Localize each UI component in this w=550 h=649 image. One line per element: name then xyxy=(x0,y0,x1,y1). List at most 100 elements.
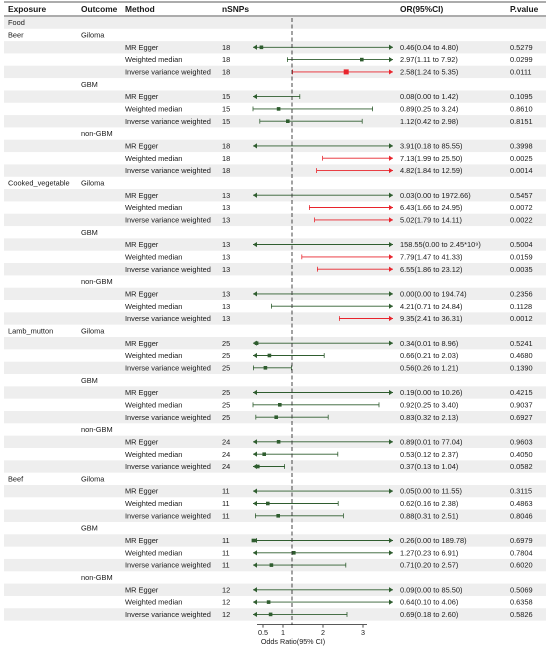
nsnps-value: 11 xyxy=(222,548,230,557)
ci-arrow-right xyxy=(389,550,393,556)
p-value: 0.5069 xyxy=(510,585,533,594)
ci-arrow-right xyxy=(389,44,393,50)
or-ci-text: 7.13(1.99 to 25.50) xyxy=(400,154,462,163)
p-value: 0.3998 xyxy=(510,142,533,151)
point-estimate xyxy=(266,501,270,506)
nsnps-value: 18 xyxy=(222,142,230,151)
ci-arrow-left xyxy=(253,389,257,396)
method-label: MR Egger xyxy=(125,142,159,151)
p-value: 0.6979 xyxy=(510,536,533,545)
row-band xyxy=(4,65,546,79)
or-ci-text: 0.71(0.20 to 2.57) xyxy=(400,561,458,570)
or-ci-text: 0.56(0.26 to 1.21) xyxy=(400,363,458,372)
point-estimate xyxy=(262,452,266,456)
outcome-label: GBM xyxy=(81,80,98,89)
ci-arrow-left xyxy=(253,44,257,50)
method-label: Weighted median xyxy=(125,351,182,360)
p-value: 0.4215 xyxy=(510,388,533,397)
p-value: 0.5279 xyxy=(510,43,533,52)
ci-arrow-right xyxy=(389,439,393,445)
nsnps-value: 24 xyxy=(222,462,230,471)
outcome-label: Giloma xyxy=(81,31,105,40)
nsnps-value: 13 xyxy=(222,203,230,212)
point-estimate xyxy=(266,600,271,604)
ci-arrow-right xyxy=(389,69,393,75)
nsnps-value: 18 xyxy=(222,166,230,175)
exposure-label: Cooked_vegetable xyxy=(8,178,70,187)
or-ci-text: 0.69(0.18 to 2.60) xyxy=(400,610,458,619)
p-value: 0.8610 xyxy=(510,105,533,114)
point-estimate xyxy=(254,341,259,345)
nsnps-value: 13 xyxy=(222,240,230,249)
x-tick-label: 2 xyxy=(321,628,325,637)
p-value: 0.0072 xyxy=(510,203,533,212)
or-ci-text: 2.58(1.24 to 5.35) xyxy=(400,68,458,77)
nsnps-value: 13 xyxy=(222,289,230,298)
forest-marks xyxy=(251,18,393,625)
method-label: MR Egger xyxy=(125,240,159,249)
point-estimate xyxy=(269,563,274,567)
ci-arrow-right xyxy=(389,155,393,161)
method-label: MR Egger xyxy=(125,437,159,446)
nsnps-value: 15 xyxy=(222,92,230,101)
row-band xyxy=(4,312,546,325)
ci-arrow-left xyxy=(253,451,257,457)
or-ci-text: 0.09(0.00 to 85.50) xyxy=(400,585,462,594)
nsnps-value: 18 xyxy=(222,43,230,52)
nsnps-value: 25 xyxy=(222,339,230,348)
exposure-label: Beef xyxy=(8,474,24,483)
nsnps-value: 11 xyxy=(222,487,230,496)
point-estimate xyxy=(268,612,273,617)
p-value: 0.6358 xyxy=(510,598,533,607)
point-estimate xyxy=(276,440,281,444)
point-estimate xyxy=(251,538,256,543)
or-ci-text: 2.97(1.11 to 7.92) xyxy=(400,55,458,64)
nsnps-value: 25 xyxy=(222,363,230,372)
ci-arrow-left xyxy=(253,93,257,100)
p-value: 0.1390 xyxy=(510,363,533,372)
p-value: 0.3115 xyxy=(510,487,532,496)
outcome-label: non-GBM xyxy=(81,425,113,434)
ci-arrow-right xyxy=(389,167,393,174)
nsnps-value: 11 xyxy=(222,561,230,570)
p-value: 0.0022 xyxy=(510,215,533,224)
method-label: Weighted median xyxy=(125,105,182,114)
ci-arrow-right xyxy=(389,254,393,260)
ci-arrow-left xyxy=(253,352,257,359)
nsnps-value: 24 xyxy=(222,450,230,459)
or-ci-text: 0.53(0.12 to 2.37) xyxy=(400,450,458,459)
nsnps-value: 12 xyxy=(222,585,230,594)
ci-arrow-left xyxy=(253,550,257,556)
header-method: Method xyxy=(125,4,155,14)
ci-arrow-left xyxy=(253,587,257,593)
ci-arrow-right xyxy=(389,266,393,272)
nsnps-value: 13 xyxy=(222,314,230,323)
or-ci-text: 0.19(0.00 to 10.26) xyxy=(400,388,462,397)
point-estimate xyxy=(274,415,278,419)
nsnps-value: 12 xyxy=(222,598,230,607)
ci-arrow-right xyxy=(389,340,393,346)
ci-arrow-right xyxy=(389,143,393,149)
method-label: Inverse variance weighted xyxy=(125,68,211,77)
row-band xyxy=(4,263,546,276)
method-label: MR Egger xyxy=(125,191,159,200)
ci-arrow-right xyxy=(389,587,393,593)
nsnps-value: 11 xyxy=(222,536,230,545)
or-ci-text: 0.03(0.00 to 1972.66) xyxy=(400,191,471,200)
or-ci-text: 5.02(1.79 to 14.11) xyxy=(400,215,462,224)
outcome-label: non-GBM xyxy=(81,573,113,582)
or-ci-text: 1.12(0.42 to 2.98) xyxy=(400,117,458,126)
ci-arrow-left xyxy=(253,241,257,248)
p-value: 0.0014 xyxy=(510,166,533,175)
point-estimate xyxy=(360,57,364,62)
p-value: 0.6020 xyxy=(510,561,533,570)
point-estimate xyxy=(292,551,296,555)
p-value: 0.0035 xyxy=(510,265,533,274)
ci-arrow-left xyxy=(253,562,257,568)
or-ci-text: 0.66(0.21 to 2.03) xyxy=(400,351,458,360)
row-band xyxy=(4,164,546,177)
p-value: 0.0111 xyxy=(510,68,532,77)
header-pvalue: P.value xyxy=(510,4,539,14)
nsnps-value: 13 xyxy=(222,191,230,200)
p-value: 0.9037 xyxy=(510,400,533,409)
